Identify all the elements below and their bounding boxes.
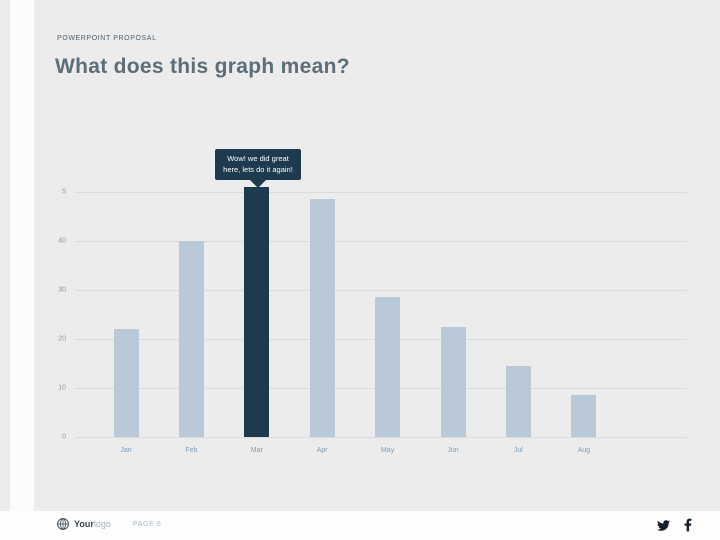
gridline-0 [75, 437, 687, 438]
y-axis-label-5: 5 [62, 188, 66, 196]
y-axis-label-40: 40 [58, 237, 66, 245]
logo-text-bold: Your [74, 519, 94, 529]
annotation-tooltip: Wow! we did great here, lets do it again… [215, 149, 301, 188]
bar-mar [244, 186, 270, 437]
gridline-5 [75, 191, 687, 193]
logo: Yourlogo [56, 517, 111, 531]
bar-apr [309, 198, 335, 437]
x-axis-label-aug: Aug [577, 447, 591, 454]
x-axis-label-jun: Jun [447, 447, 459, 454]
x-axis-label-apr: Apr [316, 447, 328, 454]
chart-plot: 0 10 20 30 40 5 Jan Feb Mar Apr May Jun Jul Aug [58, 167, 687, 454]
gridline-30 [75, 289, 687, 291]
x-axis-label-may: May [380, 447, 395, 454]
x-axis-label-mar: Mar [250, 447, 263, 454]
y-axis-label-20: 20 [58, 335, 66, 343]
bar-aug [571, 395, 597, 437]
bar-jan [113, 329, 139, 437]
logo-text-light: logo [93, 519, 111, 529]
footer-band [0, 511, 720, 540]
page-title: What does this graph mean? [55, 55, 350, 78]
bar-feb [178, 240, 204, 437]
tooltip-pointer-icon [250, 179, 266, 188]
left-accent-strip [10, 0, 34, 540]
y-axis-label-10: 10 [58, 384, 66, 392]
y-axis-label-30: 30 [58, 286, 66, 294]
facebook-icon[interactable] [684, 518, 692, 532]
x-axis-label-jan: Jan [120, 447, 132, 454]
y-axis-label-0: 0 [62, 433, 66, 441]
page-number: PAGE 6 [133, 521, 162, 528]
social-icons [656, 518, 692, 532]
x-axis-label-feb: Feb [185, 447, 198, 454]
bar-jun [440, 326, 466, 437]
slide-eyebrow: POWERPOINT PROPOSAL [57, 35, 157, 42]
gridline-40 [75, 240, 687, 242]
annotation-line-2: here, lets do it again! [223, 165, 293, 175]
annotation-line-1: Wow! we did great [227, 154, 289, 163]
bar-may [375, 297, 401, 437]
globe-icon [57, 518, 69, 530]
logo-text: Yourlogo [74, 519, 111, 529]
x-axis-label-jul: Jul [513, 447, 523, 454]
twitter-icon[interactable] [656, 519, 671, 532]
bar-jul [505, 365, 531, 437]
